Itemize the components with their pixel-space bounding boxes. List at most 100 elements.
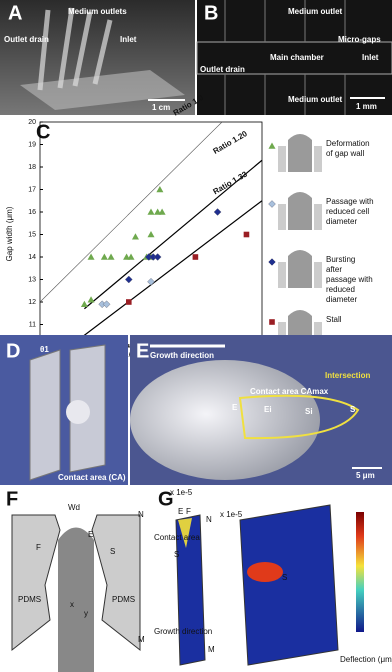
legend-marker <box>268 142 276 149</box>
panel-letter: G <box>158 488 174 510</box>
legend-icon <box>288 250 312 288</box>
y-tick-label: 13 <box>28 276 36 283</box>
label: θ1 <box>40 345 49 354</box>
line-label: Ratio 1.33 <box>212 169 250 196</box>
legend-icon-wall <box>278 262 286 288</box>
legend-icon-wall <box>278 146 286 172</box>
point <box>100 253 108 260</box>
point <box>87 253 95 260</box>
cell <box>66 400 90 424</box>
label: Wd <box>68 503 80 512</box>
legend-label: Stall <box>326 315 342 324</box>
legend-icon <box>288 192 312 230</box>
point <box>153 253 162 261</box>
scatter-chart: 1213141516171819202122101112131415161718… <box>28 93 266 359</box>
panel-letter: E <box>136 340 149 362</box>
legend-marker <box>268 258 276 266</box>
label: E <box>232 403 238 412</box>
point <box>154 208 162 215</box>
contact-outline <box>238 394 360 440</box>
y-tick-label: 15 <box>28 231 36 238</box>
label: E <box>178 507 183 516</box>
main-chamber <box>196 41 392 75</box>
point <box>126 299 132 305</box>
label: M <box>208 645 215 654</box>
legend-marker <box>268 200 276 208</box>
label: S <box>174 550 179 559</box>
label: y <box>84 609 88 618</box>
label: S <box>282 573 287 582</box>
label: Si <box>305 407 313 416</box>
ratio-line <box>68 200 263 348</box>
ratio-line <box>84 159 263 310</box>
label: Ei <box>264 405 272 414</box>
point <box>107 253 115 260</box>
y-tick-label: 17 <box>28 186 36 193</box>
panel-letter: F <box>6 488 18 510</box>
label: Contact area <box>154 533 200 542</box>
label: E <box>88 530 93 539</box>
cell <box>58 527 94 672</box>
legend-marker <box>269 319 275 325</box>
label: Inlet <box>120 35 137 44</box>
colorbar <box>356 512 364 632</box>
label: 5 μm <box>356 471 375 480</box>
label: Growth direction <box>154 627 212 636</box>
label: F <box>36 543 41 552</box>
panel-letter: D <box>6 340 20 362</box>
panel-letter: A <box>8 2 22 24</box>
label: Micro-gaps <box>338 35 381 44</box>
legend-label: Deformation of gap wall <box>326 139 370 158</box>
cell <box>130 360 320 480</box>
ratio-line <box>39 121 223 303</box>
y-tick-label: 20 <box>28 119 36 126</box>
legend-label: Passage with reduced cell diameter <box>326 197 374 226</box>
block <box>29 349 61 481</box>
label: Contact area (CA) <box>58 473 126 482</box>
legend-icon-wall <box>314 146 322 172</box>
y-tick-label: 19 <box>28 141 36 148</box>
device <box>20 70 185 110</box>
label: Contact area CAmax <box>250 387 329 396</box>
point <box>131 233 139 240</box>
label: N <box>138 510 144 519</box>
y-tick-label: 11 <box>29 321 36 328</box>
label: Medium outlets <box>68 7 127 16</box>
y-tick-label: 14 <box>28 254 36 261</box>
render-d <box>0 335 128 485</box>
point <box>87 296 95 303</box>
label: F <box>186 507 191 516</box>
channels <box>224 0 346 115</box>
label: PDMS <box>18 595 41 604</box>
legend-icon <box>288 134 312 172</box>
point <box>127 253 135 260</box>
photo-b <box>197 0 392 115</box>
legend: Deformation of gap wall Passage with reduce… <box>268 134 374 348</box>
label: x 1e-5 <box>170 488 193 497</box>
pdms-right <box>91 514 141 652</box>
y-axis-label: Gap width (μm) <box>5 206 14 261</box>
hotspot <box>178 518 192 548</box>
legend-icon-wall <box>278 204 286 230</box>
y-tick-label: 12 <box>28 299 36 306</box>
beam-3d <box>239 504 339 666</box>
point <box>102 300 111 309</box>
point <box>147 231 155 238</box>
point <box>123 253 131 260</box>
hotspot <box>247 562 283 582</box>
pdms-left <box>11 514 61 652</box>
label: Inlet <box>362 53 379 62</box>
point <box>147 208 155 215</box>
label: M <box>138 635 145 644</box>
label: Medium outlet <box>288 95 343 104</box>
point <box>125 275 133 284</box>
label: Medium outlet <box>288 7 343 16</box>
x-tick-label: 16 <box>125 352 133 359</box>
point <box>158 208 166 215</box>
label: Deflection (μm) <box>340 655 392 664</box>
panel-letter: C <box>36 121 50 143</box>
label: N <box>206 515 212 524</box>
point <box>192 254 199 260</box>
point <box>156 186 164 193</box>
